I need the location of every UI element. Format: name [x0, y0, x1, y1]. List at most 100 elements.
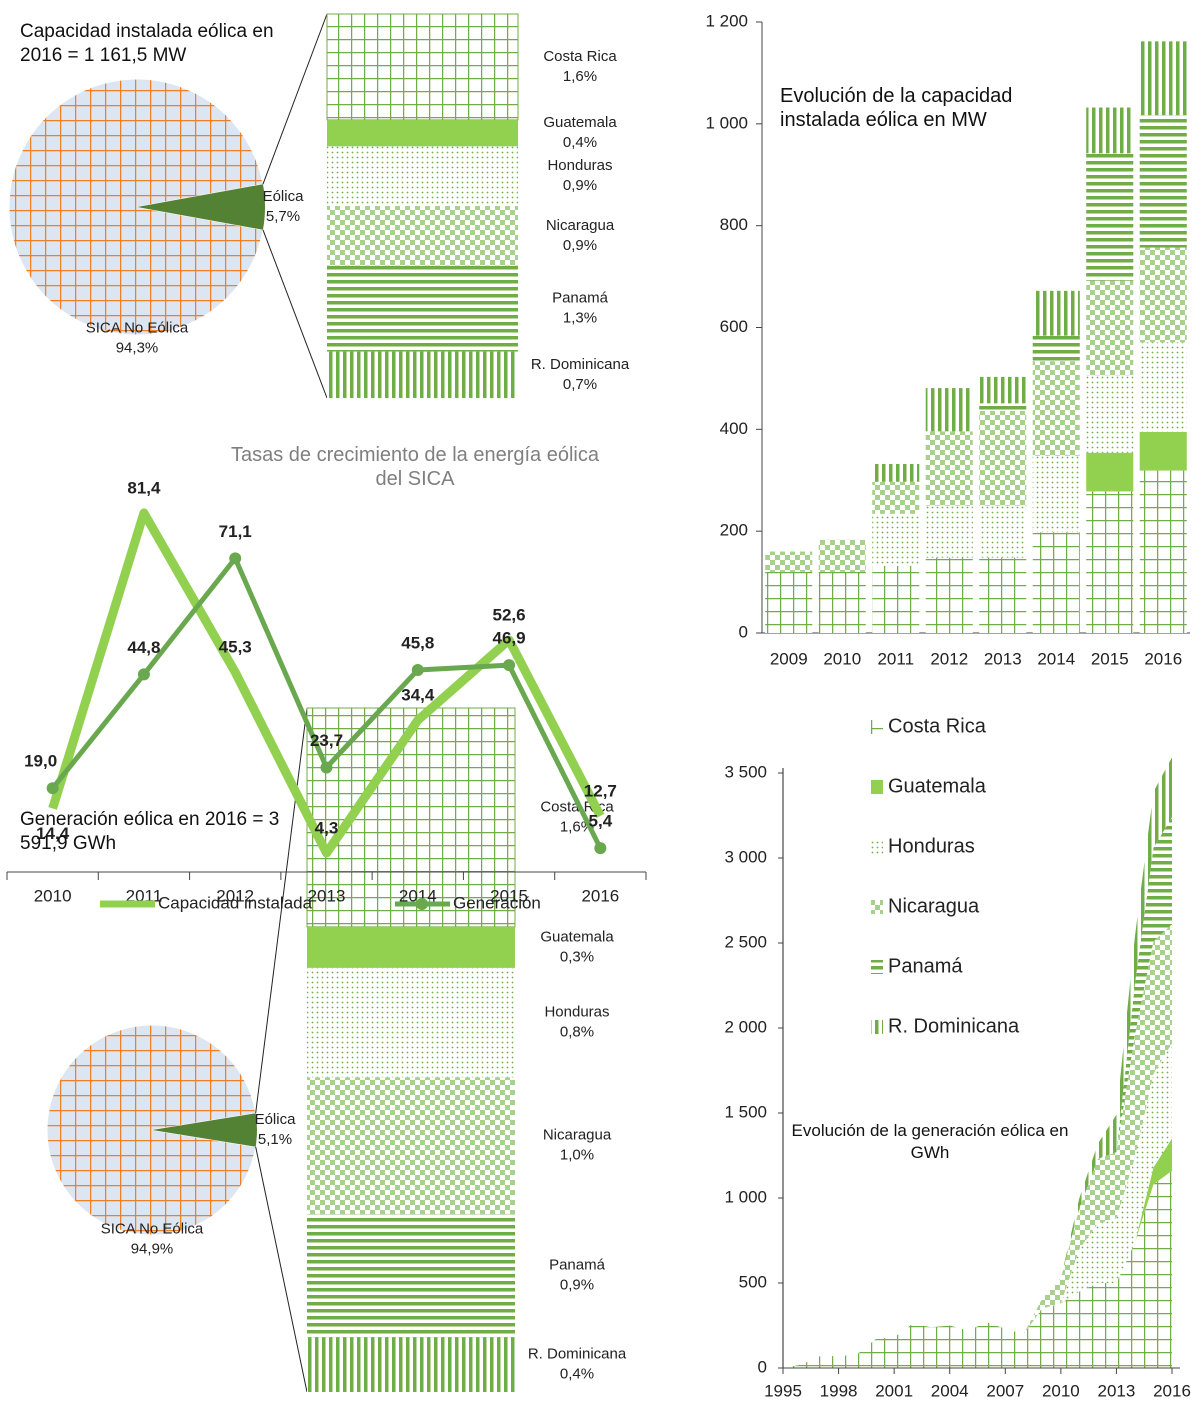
data-label: 23,7 [310, 731, 343, 750]
breakdown-label: Nicaragua [546, 217, 615, 234]
x-tick-label: 2016 [1153, 1381, 1191, 1400]
legend-label: Guatemala [888, 775, 987, 797]
x-tick-label: 1995 [764, 1381, 802, 1400]
legend-swatch [871, 840, 883, 854]
breakdown-segment [307, 1214, 515, 1338]
breakdown-value-label: 1,6% [563, 68, 597, 85]
legend-label: Generación [453, 893, 541, 912]
breakdown-label: Panamá [552, 290, 609, 307]
data-label: 81,4 [127, 478, 161, 497]
breakdown-label: R. Dominicana [528, 1346, 627, 1363]
legend-label: Honduras [888, 835, 975, 857]
breakdown-segment [327, 351, 518, 398]
x-tick-label: 2016 [581, 886, 619, 905]
y-tick-label: 1 200 [705, 11, 748, 30]
x-tick-label: 2010 [1042, 1381, 1080, 1400]
bar-segment [1086, 280, 1134, 376]
pie-value-label: 5,1% [258, 1131, 292, 1148]
y-tick-label: 0 [739, 622, 748, 641]
bar-segment [925, 431, 973, 506]
chart-title: Evolución de la generación eólica en GWh [791, 1121, 1069, 1162]
y-tick-label: 500 [739, 1272, 767, 1291]
marker [411, 663, 424, 676]
bar-segment [979, 505, 1027, 558]
bar-segment [979, 411, 1027, 506]
marker [503, 659, 516, 672]
breakdown-label: Honduras [547, 157, 612, 174]
bar-segment [1139, 342, 1187, 432]
breakdown-value-label: 1,0% [560, 1147, 594, 1164]
pie-value-label: 94,9% [131, 1241, 174, 1258]
x-tick-label: 2012 [216, 886, 254, 905]
breakdown-value-label: 0,8% [560, 1024, 594, 1041]
bar-segment [1086, 491, 1134, 633]
pie-label: SICA No Eólica [86, 320, 189, 337]
chart-title: Evolución de la capacidad instalada eóli… [780, 85, 1013, 131]
bar-segment [1032, 335, 1080, 362]
x-tick-label: 2015 [1091, 649, 1129, 668]
marker [229, 552, 242, 565]
connector [255, 1146, 308, 1393]
y-tick-label: 3 500 [724, 762, 767, 781]
marker [594, 842, 607, 855]
pie-label: SICA No Eólica [101, 1221, 204, 1238]
y-tick-label: 400 [720, 419, 748, 438]
pie-label: Eólica [255, 1111, 297, 1128]
data-label: 34,4 [401, 686, 435, 705]
y-tick-label: 800 [720, 215, 748, 234]
x-tick-label: 2009 [770, 649, 808, 668]
pie-slice [8, 78, 264, 336]
marker [46, 782, 59, 795]
bar-segment [1139, 431, 1187, 471]
x-tick-label: 2014 [1037, 649, 1075, 668]
legend-label: Panamá [888, 955, 963, 977]
data-label: 45,8 [401, 633, 434, 652]
pie-slice [46, 1024, 257, 1236]
bar-segment [925, 388, 973, 432]
legend-swatch [871, 780, 883, 794]
breakdown-segment [327, 146, 518, 206]
y-tick-label: 2 000 [724, 1017, 767, 1036]
breakdown-segment [327, 265, 518, 352]
y-tick-label: 0 [758, 1357, 767, 1376]
connector [262, 229, 328, 399]
breakdown-value-label: 0,9% [563, 237, 597, 254]
data-label: 71,1 [219, 522, 252, 541]
breakdown-label: Panamá [549, 1257, 606, 1274]
x-tick-label: 2010 [34, 886, 72, 905]
x-tick-label: 2013 [308, 886, 346, 905]
y-tick-label: 3 000 [724, 847, 767, 866]
breakdown-value-label: 0,4% [563, 134, 597, 151]
breakdown-value-label: 0,3% [560, 948, 594, 965]
breakdown-label: Costa Rica [543, 48, 617, 65]
legend-marker [416, 898, 428, 910]
breakdown-label: Guatemala [543, 114, 617, 131]
data-label: 46,9 [493, 629, 526, 648]
line-series [48, 508, 605, 858]
connector [255, 707, 308, 1114]
breakdown-value-label: 0,4% [560, 1366, 594, 1383]
data-label: 14,4 [36, 824, 70, 843]
legend-swatch [871, 960, 883, 974]
breakdown-segment [307, 1077, 515, 1215]
legend-label: R. Dominicana [888, 1015, 1020, 1037]
y-tick-label: 200 [720, 521, 748, 540]
y-tick-label: 1 500 [724, 1102, 767, 1121]
breakdown-label: Guatemala [540, 928, 614, 945]
chart-title: Capacidad instalada eólica en 2016 = 1 1… [20, 21, 274, 66]
pie-slice [152, 1113, 257, 1147]
data-label: 19,0 [24, 752, 57, 771]
bar-segment [765, 551, 813, 572]
bar-segment [925, 505, 973, 558]
breakdown-segment [327, 119, 518, 147]
legend-swatch [871, 900, 883, 914]
bar-segment [1139, 41, 1187, 116]
chart-title: Generación eólica en 2016 = 3 591,9 GWh [20, 809, 280, 854]
area-series [783, 1043, 1172, 1368]
x-tick-label: 2013 [1098, 1381, 1136, 1400]
breakdown-value-label: 0,9% [560, 1277, 594, 1294]
breakdown-segment [307, 926, 515, 968]
data-label: 12,7 [584, 781, 617, 800]
x-tick-label: 2001 [875, 1381, 913, 1400]
